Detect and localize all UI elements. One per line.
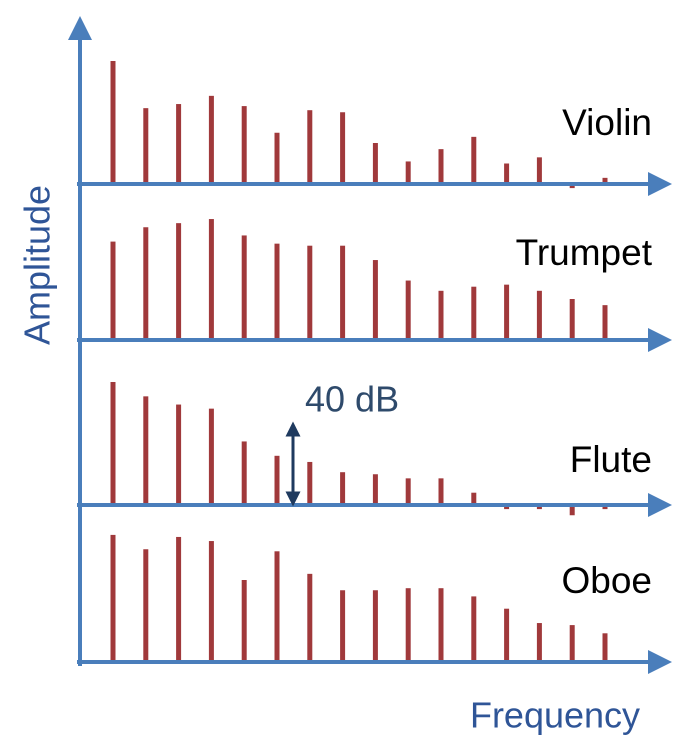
bar (143, 396, 149, 505)
bar (471, 136, 477, 184)
bar (569, 184, 575, 189)
bar (569, 625, 575, 662)
bar (471, 596, 477, 662)
bar (307, 573, 313, 662)
bar (110, 241, 116, 340)
bar (176, 404, 182, 505)
bar (340, 245, 346, 340)
bar (208, 541, 214, 662)
bar (372, 260, 378, 340)
bar (504, 163, 510, 184)
bar (438, 478, 444, 505)
bar (405, 478, 411, 505)
bar (438, 290, 444, 340)
x-axis-label: Frequency (470, 695, 640, 736)
bar (143, 549, 149, 662)
bar (340, 472, 346, 505)
bar (372, 143, 378, 184)
bar (241, 580, 247, 662)
bar (504, 608, 510, 662)
bar (241, 106, 247, 184)
bar (602, 633, 608, 662)
bar (504, 505, 510, 510)
bar (208, 219, 214, 340)
series-label: Violin (562, 102, 652, 143)
bar (536, 290, 542, 340)
bar (471, 286, 477, 340)
bar (340, 590, 346, 662)
scale-label: 40 dB (305, 379, 399, 420)
bar (274, 455, 280, 505)
bar (241, 441, 247, 505)
bar (536, 157, 542, 184)
bar (110, 382, 116, 505)
bar (241, 235, 247, 340)
bar (602, 177, 608, 184)
bar (536, 505, 542, 510)
bar (143, 108, 149, 184)
bar (372, 590, 378, 662)
bar (176, 223, 182, 340)
bar (143, 227, 149, 340)
bar (274, 551, 280, 662)
bar (602, 305, 608, 340)
bar (438, 149, 444, 184)
bar (471, 492, 477, 505)
bar (340, 112, 346, 184)
bar (405, 280, 411, 340)
bar (569, 505, 575, 516)
bar (176, 536, 182, 662)
series-label: Flute (570, 439, 652, 480)
series-label: Oboe (561, 560, 652, 601)
bar (307, 461, 313, 505)
bar (372, 474, 378, 505)
bar (307, 245, 313, 340)
bar (307, 110, 313, 184)
bar (110, 61, 116, 184)
bar (536, 623, 542, 662)
y-axis-label: Amplitude (17, 185, 58, 345)
series-label: Trumpet (516, 232, 653, 273)
bar (208, 408, 214, 505)
bar (274, 243, 280, 340)
bar (176, 104, 182, 184)
bar (569, 299, 575, 340)
bar (405, 588, 411, 662)
bar (405, 161, 411, 184)
bar (274, 132, 280, 184)
bar (504, 284, 510, 340)
bar (438, 588, 444, 662)
bar (602, 505, 608, 510)
bar (208, 95, 214, 184)
bar (110, 534, 116, 662)
